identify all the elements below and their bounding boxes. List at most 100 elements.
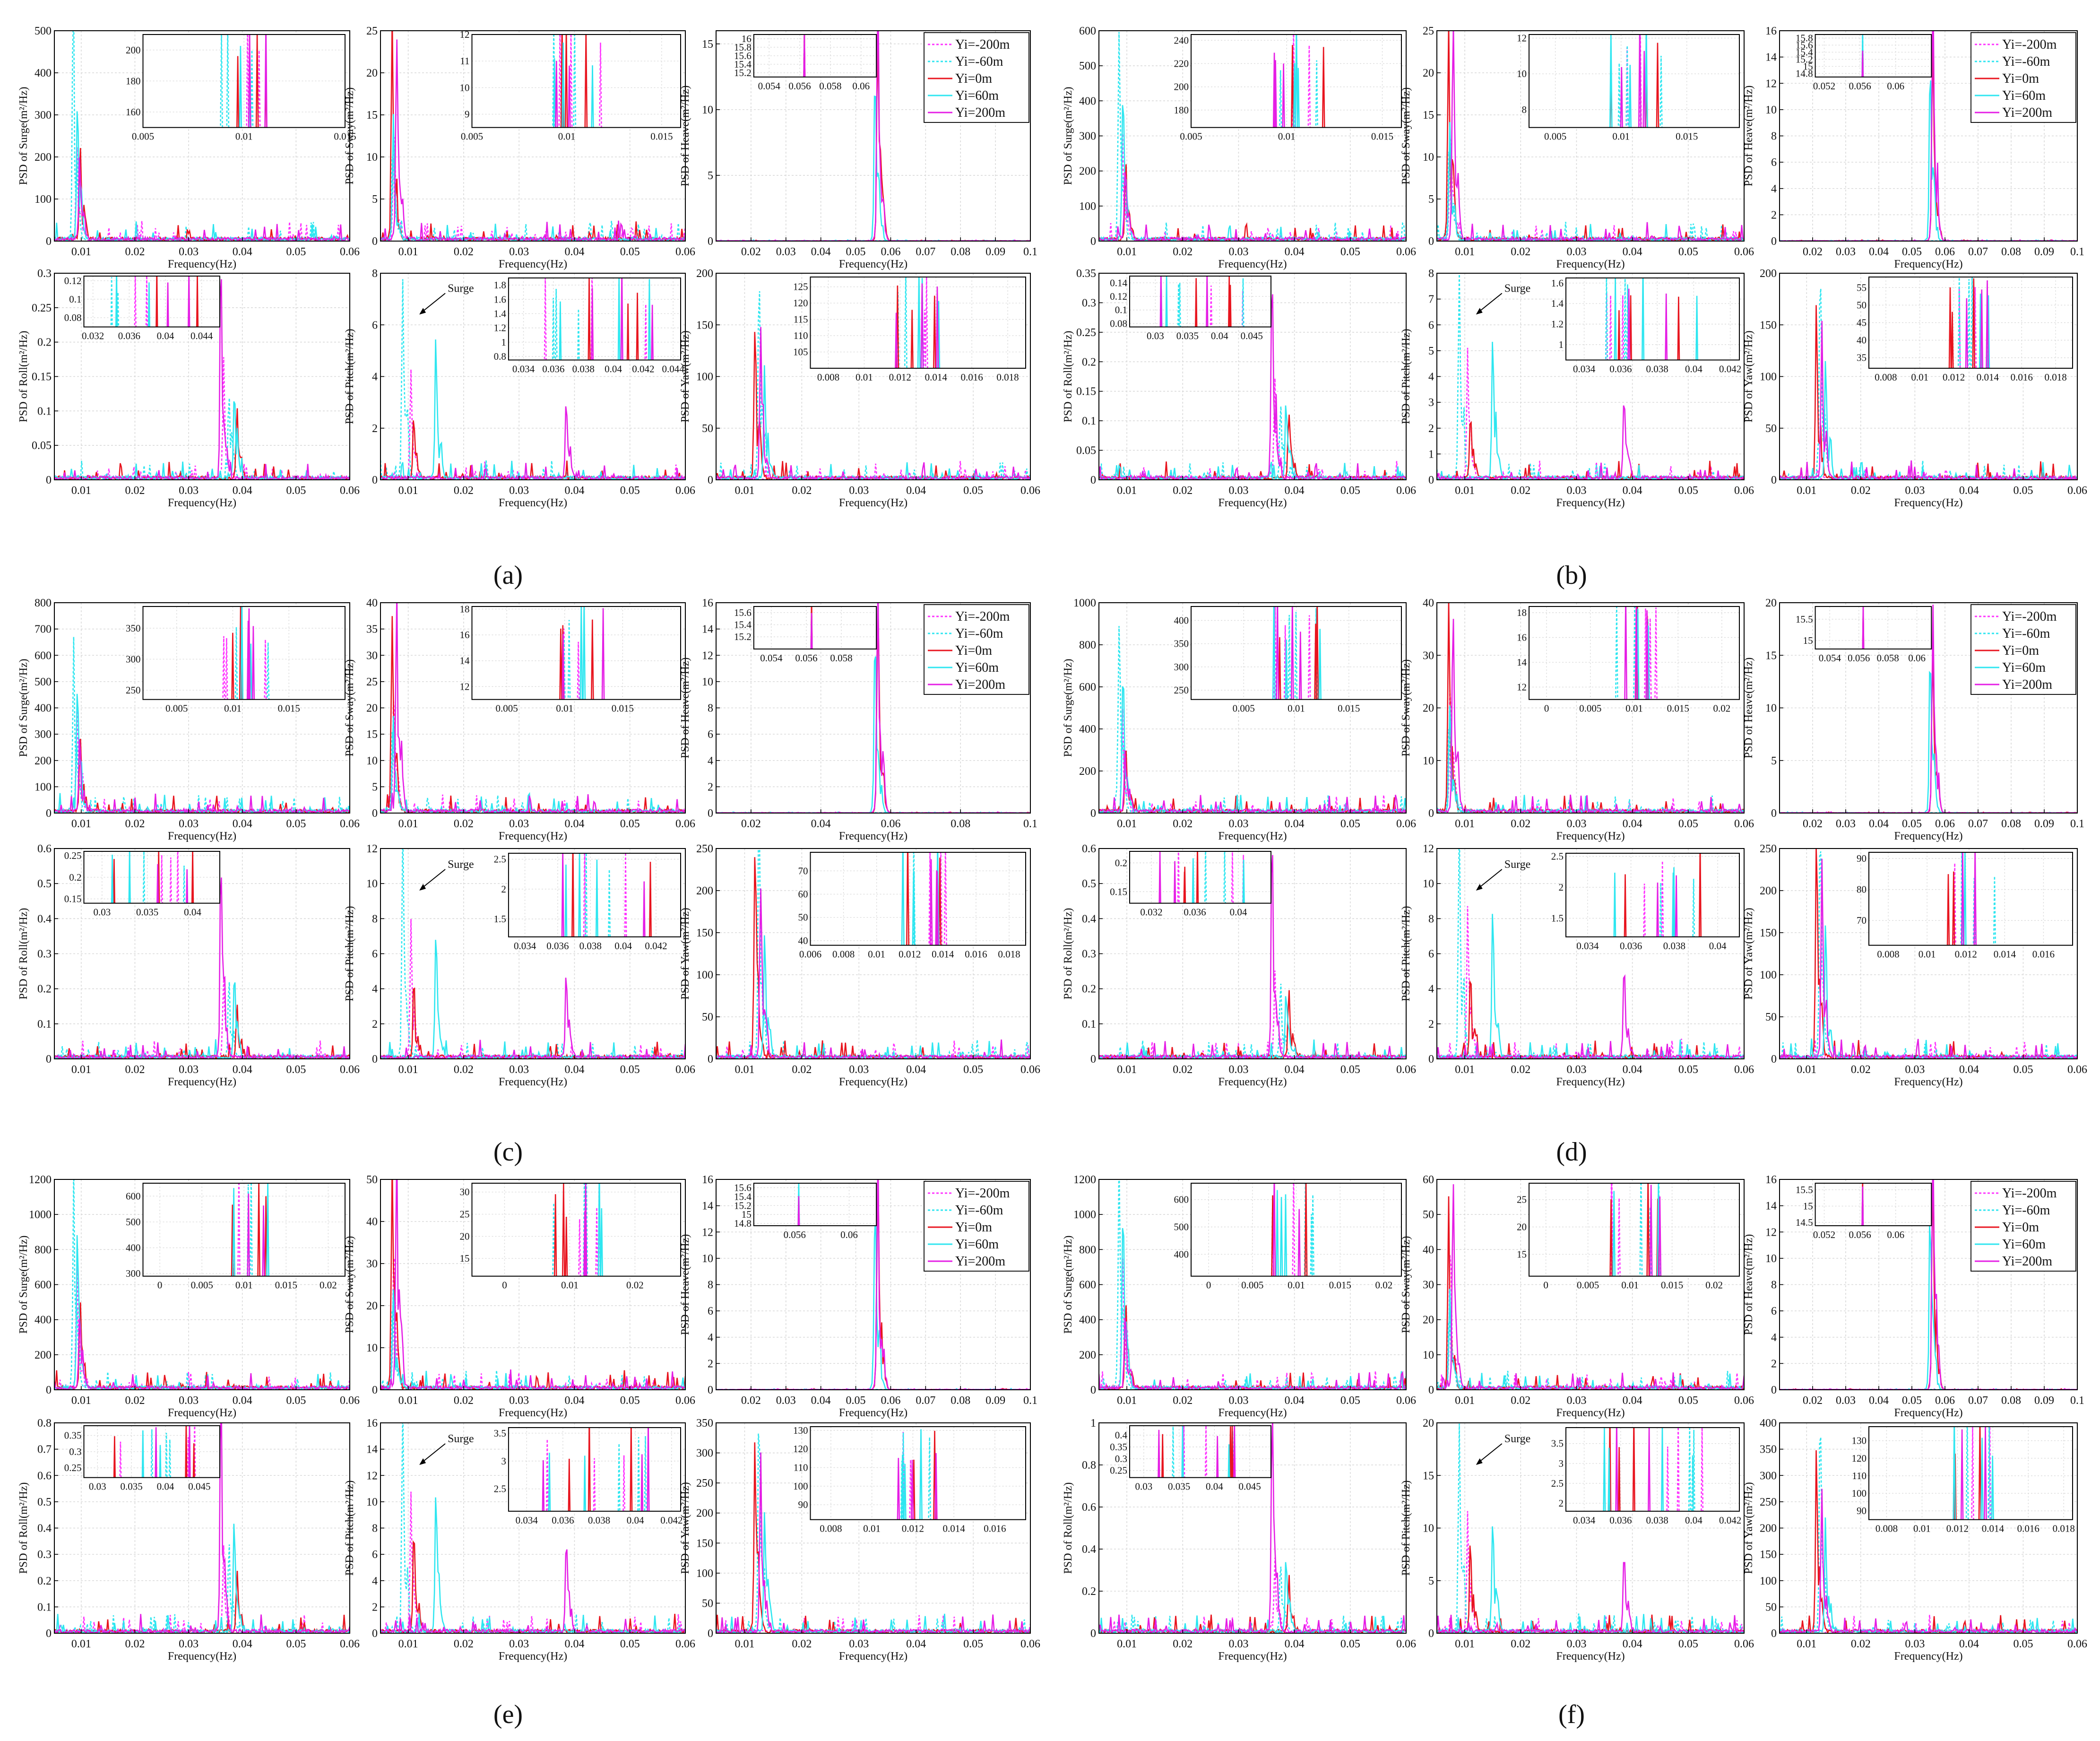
- subplot-yaw: 0.01 0.02 0.03 0.04 0.05 0.06 0 50 100 150 200 Freq…: [1743, 268, 2087, 509]
- inset-spike: [548, 1453, 551, 1511]
- y-tick-label: 14: [1765, 1200, 1777, 1213]
- inset-frame: [83, 276, 220, 328]
- inset-spike: [1223, 851, 1226, 903]
- inset-y-tick-label: 60: [798, 889, 808, 900]
- inset-spike: [264, 35, 268, 128]
- inset-spike: [1991, 1455, 1994, 1520]
- inset-x-tick-label: 0.012: [1943, 372, 1965, 383]
- y-tick-label: 0.6: [37, 1470, 52, 1482]
- x-tick-label: 0.02: [1511, 485, 1530, 497]
- inset-area: [508, 853, 681, 937]
- inset-y-tick-label: 1.6: [494, 294, 506, 305]
- inset-spike: [1644, 608, 1647, 700]
- x-tick-label: 0.06: [675, 246, 695, 258]
- x-tick-label: 0.01: [735, 485, 754, 497]
- y-tick-label: 0.6: [1082, 1501, 1096, 1514]
- y-tick-label: 4: [1771, 1332, 1777, 1344]
- x-tick-label: 0.05: [286, 1064, 306, 1076]
- inset-spike: [1960, 1429, 1964, 1520]
- inset-spike: [1656, 43, 1659, 128]
- series-line: [380, 1549, 685, 1633]
- legend: Yi=-200m Yi=-60m Yi=0m Yi=60m Yi=200m: [1970, 604, 2076, 695]
- y-tick-label: 8: [372, 268, 378, 280]
- y-tick-label: 60: [1423, 1174, 1434, 1186]
- series-line: [54, 1318, 350, 1390]
- y-tick-label: 150: [696, 927, 713, 939]
- inset-frame: [508, 853, 682, 937]
- y-tick-label: 8: [372, 913, 378, 925]
- x-tick-label: 0.05: [620, 818, 640, 830]
- inset-roll: 0.03 0.035 0.04 0.045 0.08 0.1 0.12 0.14: [1110, 276, 1271, 342]
- subplot-surge: 0.01 0.02 0.03 0.04 0.05 0.06 0 200 400 600 800 100…: [1062, 597, 1416, 842]
- x-tick-label: 0.04: [1959, 1064, 1979, 1076]
- inset-spike: [642, 881, 646, 937]
- inset-spike: [1952, 871, 1955, 945]
- series-group: [1780, 288, 2077, 480]
- inset-spike: [1953, 1427, 1956, 1520]
- x-tick-label: 0.06: [340, 1395, 360, 1407]
- y-tick-label: 20: [1765, 597, 1777, 609]
- y-tick-label: 0: [46, 474, 52, 486]
- inset-series: [895, 277, 941, 369]
- inset-spike: [1177, 851, 1180, 903]
- legend: Yi=-200m Yi=-60m Yi=0m Yi=60m Yi=200m: [924, 32, 1029, 123]
- inset-x-tick-label: 0.04: [1685, 1515, 1702, 1526]
- series-line: [716, 888, 1030, 1059]
- series-line: [54, 1544, 350, 1633]
- x-tick-label: 0.04: [564, 818, 584, 830]
- subplot-yaw: 0.01 0.02 0.03 0.04 0.05 0.06 0 50 100 150 200 Freq…: [679, 268, 1040, 509]
- x-tick-label: 0.03: [776, 246, 796, 258]
- inset-spike: [196, 276, 199, 327]
- y-tick-label: 0.1: [37, 1601, 52, 1613]
- inset-series: [1862, 606, 1865, 649]
- inset-y-tick-label: 15.4: [734, 619, 752, 631]
- inset-spike: [559, 301, 562, 360]
- inset-spike: [554, 289, 558, 360]
- x-tick-label: 0.03: [509, 1638, 529, 1650]
- y-tick-label: 600: [1079, 25, 1096, 37]
- inset-x-tick-label: 0.01: [561, 1280, 579, 1291]
- inset-y-tick-label: 8: [1522, 104, 1527, 115]
- y-tick-label: 50: [1423, 1209, 1434, 1221]
- inset-x-tick-label: 0.01: [556, 703, 573, 714]
- inset-spike: [1242, 859, 1245, 903]
- x-tick-label: 0.02: [1173, 1395, 1193, 1407]
- inset-spike: [797, 1196, 800, 1226]
- inset-x-tick-label: 0.015: [1329, 1280, 1351, 1291]
- series-line: [1099, 32, 1406, 241]
- x-tick-label: 0.05: [1678, 485, 1698, 497]
- inset-spike: [1624, 278, 1627, 360]
- y-axis-label: PSD of Yaw(m²/Hz): [1743, 330, 1755, 423]
- inset-spike: [585, 853, 588, 937]
- inset-y-tick-label: 400: [126, 1242, 141, 1254]
- inset-x-tick-label: 0.03: [93, 907, 111, 918]
- y-tick-label: 0: [1771, 235, 1777, 248]
- legend-frame: [1970, 32, 2076, 123]
- inset-x-tick-label: 0.018: [2053, 1523, 2075, 1534]
- inset-y-tick-label: 14: [1517, 657, 1527, 668]
- annotation-arrowhead: [419, 884, 426, 891]
- y-axis-label: PSD of Surge(m²/Hz): [17, 1235, 30, 1334]
- inset-spike: [168, 1439, 171, 1478]
- y-tick-label: 4: [372, 1575, 378, 1587]
- x-tick-label: 0.01: [1455, 485, 1475, 497]
- x-tick-label: 0.02: [741, 1395, 761, 1407]
- series-line: [1437, 1184, 1744, 1390]
- inset-y-tick-label: 15.2: [734, 631, 752, 642]
- inset-x-tick-label: 0.03: [1135, 1481, 1153, 1492]
- inset-x-tick-label: 0.035: [121, 1481, 143, 1492]
- series-group: [380, 849, 685, 1059]
- inset-x-tick-label: 0.04: [605, 364, 622, 375]
- inset-x-tick-label: 0: [502, 1280, 507, 1291]
- x-tick-label: 0.06: [2067, 1064, 2087, 1076]
- series-line: [1099, 172, 1406, 241]
- x-tick-label: 0.02: [1173, 1064, 1193, 1076]
- inset-spike: [1172, 1426, 1175, 1478]
- x-tick-label: 0.03: [509, 246, 529, 258]
- inset-spike: [1642, 51, 1646, 128]
- inset-spike: [561, 853, 564, 937]
- x-tick-label: 0.01: [398, 1638, 418, 1650]
- inset-x-tick-label: 0.012: [899, 949, 921, 960]
- y-tick-label: 12: [702, 1226, 713, 1239]
- inset-area: [1566, 853, 1739, 937]
